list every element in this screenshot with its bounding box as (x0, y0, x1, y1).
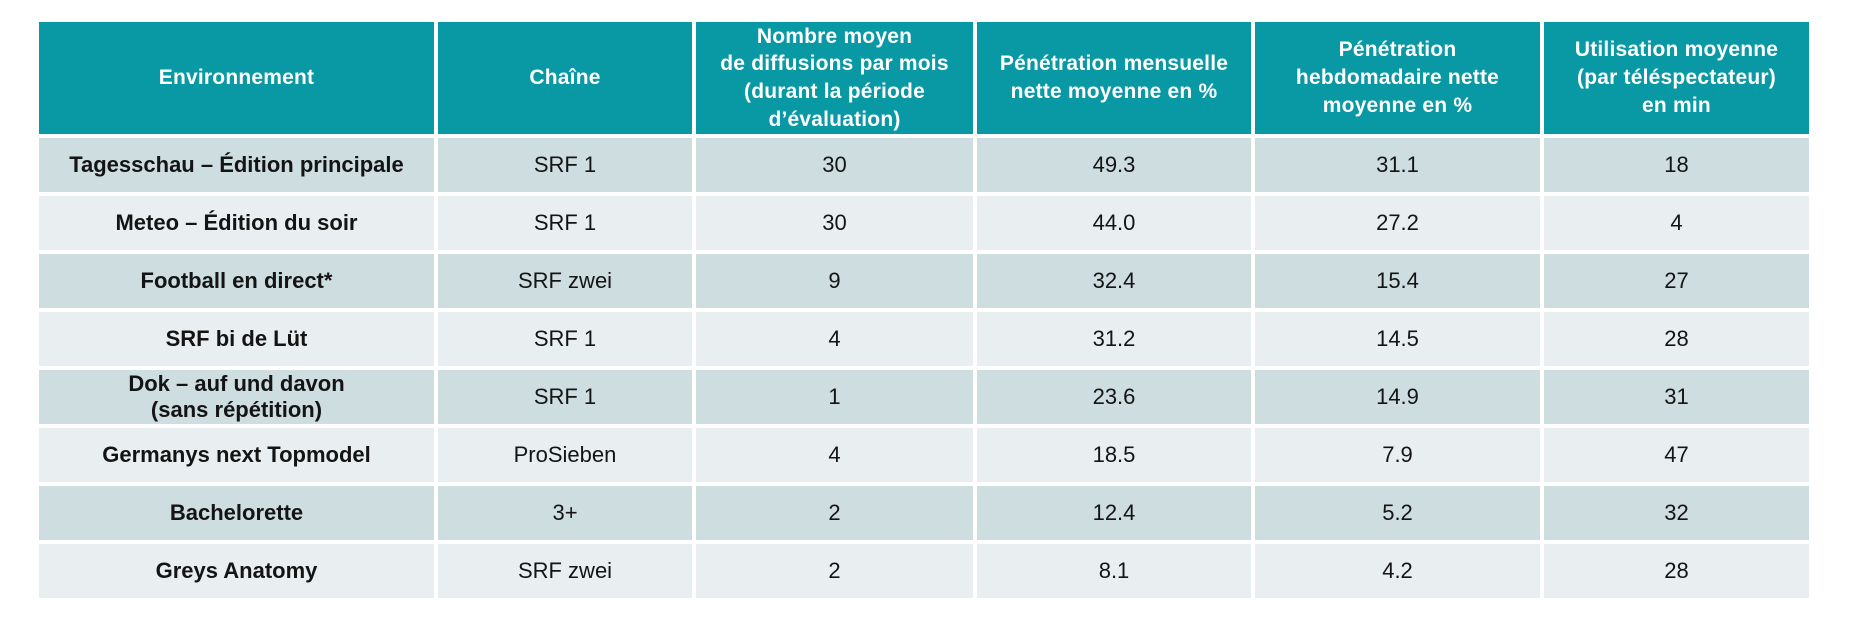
value-cell: SRF zwei (438, 254, 692, 308)
value-cell: 27.2 (1255, 196, 1540, 250)
value-cell: ProSieben (438, 428, 692, 482)
table-row: Meteo – Édition du soir SRF 1 30 44.0 27.2 4 (39, 196, 1809, 250)
table-row: Bachelorette 3+ 2 12.4 5.2 32 (39, 486, 1809, 540)
value-cell: SRF 1 (438, 196, 692, 250)
environment-cell: Bachelorette (39, 486, 434, 540)
value-cell: 23.6 (977, 370, 1251, 424)
value-cell: SRF 1 (438, 312, 692, 366)
table-header: Environnement Chaîne Nombre moyen de dif… (39, 22, 1809, 134)
environment-cell: SRF bi de Lüt (39, 312, 434, 366)
table-row: Greys Anatomy SRF zwei 2 8.1 4.2 28 (39, 544, 1809, 598)
column-header-penetration-hebdomadaire: Pénétration hebdomadaire nette moyenne e… (1255, 22, 1540, 134)
column-header-penetration-mensuelle: Pénétration mensuelle nette moyenne en % (977, 22, 1251, 134)
value-cell: 4 (696, 312, 973, 366)
value-cell: 4 (696, 428, 973, 482)
value-cell: 31.1 (1255, 138, 1540, 192)
value-cell: 32 (1544, 486, 1809, 540)
value-cell: 15.4 (1255, 254, 1540, 308)
value-cell: 28 (1544, 544, 1809, 598)
value-cell: 14.5 (1255, 312, 1540, 366)
value-cell: 30 (696, 196, 973, 250)
value-cell: 30 (696, 138, 973, 192)
column-header-utilisation-moyenne: Utilisation moyenne (par téléspectateur)… (1544, 22, 1809, 134)
value-cell: 32.4 (977, 254, 1251, 308)
environment-cell: Football en direct* (39, 254, 434, 308)
header-row: Environnement Chaîne Nombre moyen de dif… (39, 22, 1809, 134)
tv-penetration-table: Environnement Chaîne Nombre moyen de dif… (35, 18, 1813, 602)
column-header-chaine: Chaîne (438, 22, 692, 134)
value-cell: 28 (1544, 312, 1809, 366)
value-cell: 1 (696, 370, 973, 424)
column-header-nombre-diffusions: Nombre moyen de diffusions par mois (dur… (696, 22, 973, 134)
table-row: Dok – auf und davon (sans répétition) SRF… (39, 370, 1809, 424)
value-cell: 4 (1544, 196, 1809, 250)
value-cell: 2 (696, 486, 973, 540)
value-cell: 8.1 (977, 544, 1251, 598)
value-cell: 2 (696, 544, 973, 598)
value-cell: SRF 1 (438, 370, 692, 424)
environment-cell: Meteo – Édition du soir (39, 196, 434, 250)
value-cell: 27 (1544, 254, 1809, 308)
table-row: Tagesschau – Édition principale SRF 1 30 49… (39, 138, 1809, 192)
value-cell: 31.2 (977, 312, 1251, 366)
value-cell: 12.4 (977, 486, 1251, 540)
value-cell: SRF 1 (438, 138, 692, 192)
environment-cell: Dok – auf und davon (sans répétition) (39, 370, 434, 424)
environment-cell: Tagesschau – Édition principale (39, 138, 434, 192)
value-cell: 14.9 (1255, 370, 1540, 424)
table-body: Tagesschau – Édition principale SRF 1 30 49… (39, 138, 1809, 598)
value-cell: 18.5 (977, 428, 1251, 482)
value-cell: 9 (696, 254, 973, 308)
value-cell: SRF zwei (438, 544, 692, 598)
environment-cell: Germanys next Topmodel (39, 428, 434, 482)
table-row: SRF bi de Lüt SRF 1 4 31.2 14.5 28 (39, 312, 1809, 366)
value-cell: 49.3 (977, 138, 1251, 192)
value-cell: 4.2 (1255, 544, 1540, 598)
tv-penetration-table-container: Environnement Chaîne Nombre moyen de dif… (35, 18, 1813, 602)
table-row: Football en direct* SRF zwei 9 32.4 15.4 27 (39, 254, 1809, 308)
column-header-environnement: Environnement (39, 22, 434, 134)
value-cell: 31 (1544, 370, 1809, 424)
value-cell: 7.9 (1255, 428, 1540, 482)
value-cell: 5.2 (1255, 486, 1540, 540)
value-cell: 44.0 (977, 196, 1251, 250)
table-row: Germanys next Topmodel ProSieben 4 18.5 7.9 4… (39, 428, 1809, 482)
value-cell: 47 (1544, 428, 1809, 482)
environment-cell: Greys Anatomy (39, 544, 434, 598)
value-cell: 3+ (438, 486, 692, 540)
value-cell: 18 (1544, 138, 1809, 192)
